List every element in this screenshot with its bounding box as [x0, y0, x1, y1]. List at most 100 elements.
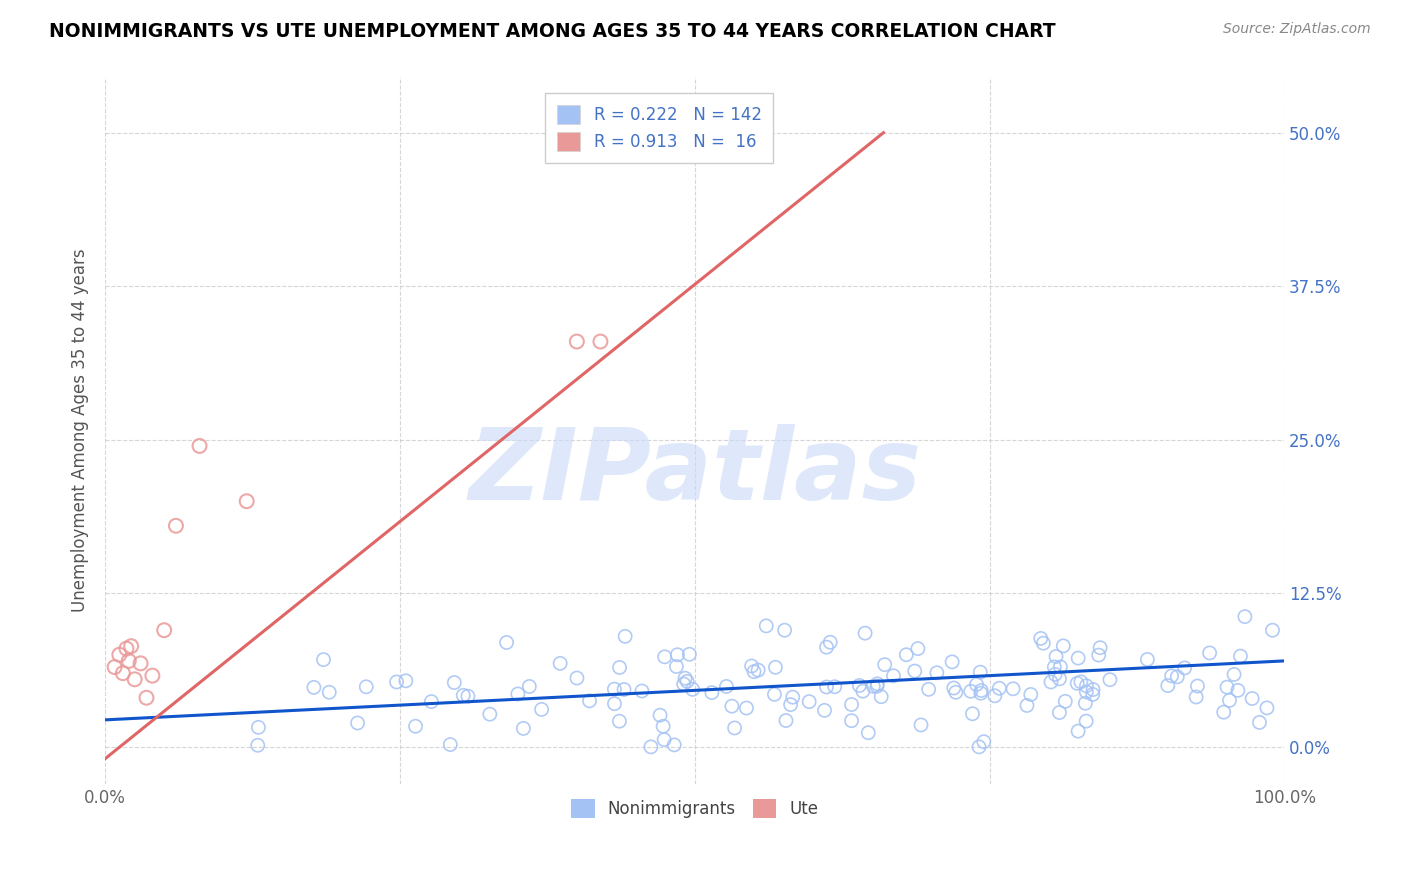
- Point: [1081, 682, 1104, 697]
- Point: [942, 681, 965, 695]
- Point: [818, 635, 841, 649]
- Point: [666, 648, 689, 662]
- Point: [1076, 714, 1098, 728]
- Point: [1223, 667, 1246, 681]
- Point: [1087, 648, 1109, 662]
- Point: [640, 739, 662, 754]
- Point: [969, 665, 991, 680]
- Point: [120, 639, 142, 653]
- Point: [1067, 651, 1090, 665]
- Point: [614, 629, 637, 643]
- Point: [346, 716, 368, 731]
- Point: [1049, 660, 1071, 674]
- Point: [1002, 681, 1025, 696]
- Point: [782, 690, 804, 705]
- Point: [852, 684, 875, 698]
- Point: [896, 648, 918, 662]
- Point: [988, 681, 1011, 696]
- Point: [1098, 673, 1121, 687]
- Point: [824, 680, 846, 694]
- Point: [648, 708, 671, 723]
- Point: [495, 635, 517, 649]
- Point: [716, 680, 738, 694]
- Point: [530, 702, 553, 716]
- Point: [962, 706, 984, 721]
- Point: [153, 623, 176, 637]
- Point: [970, 686, 993, 700]
- Point: [1166, 670, 1188, 684]
- Text: Source: ZipAtlas.com: Source: ZipAtlas.com: [1223, 22, 1371, 37]
- Point: [395, 673, 418, 688]
- Point: [1049, 706, 1071, 720]
- Point: [723, 721, 745, 735]
- Point: [866, 679, 889, 693]
- Point: [517, 680, 540, 694]
- Point: [735, 701, 758, 715]
- Point: [841, 698, 863, 712]
- Point: [945, 685, 967, 699]
- Point: [853, 626, 876, 640]
- Point: [700, 685, 723, 699]
- Point: [775, 714, 797, 728]
- Point: [973, 735, 995, 749]
- Point: [1081, 688, 1104, 702]
- Point: [613, 682, 636, 697]
- Point: [302, 681, 325, 695]
- Point: [907, 641, 929, 656]
- Point: [917, 682, 939, 697]
- Point: [1054, 694, 1077, 708]
- Point: [652, 719, 675, 733]
- Point: [763, 687, 786, 701]
- Point: [104, 660, 127, 674]
- Point: [652, 732, 675, 747]
- Point: [1198, 646, 1220, 660]
- Point: [1019, 688, 1042, 702]
- Point: [882, 669, 904, 683]
- Point: [609, 714, 631, 729]
- Point: [1174, 661, 1197, 675]
- Point: [676, 674, 699, 689]
- Point: [1052, 639, 1074, 653]
- Point: [1212, 705, 1234, 719]
- Point: [135, 690, 157, 705]
- Point: [866, 677, 889, 691]
- Point: [773, 623, 796, 637]
- Point: [1241, 691, 1264, 706]
- Point: [312, 652, 335, 666]
- Point: [141, 668, 163, 682]
- Point: [984, 689, 1007, 703]
- Point: [565, 671, 588, 685]
- Point: [678, 647, 700, 661]
- Point: [755, 619, 778, 633]
- Point: [673, 671, 696, 685]
- Point: [631, 684, 654, 698]
- Point: [870, 690, 893, 704]
- Point: [578, 694, 600, 708]
- Point: [478, 707, 501, 722]
- Point: [1076, 679, 1098, 693]
- Point: [1043, 660, 1066, 674]
- Point: [512, 722, 534, 736]
- Point: [1185, 690, 1208, 704]
- Point: [1136, 652, 1159, 666]
- Point: [1074, 696, 1097, 710]
- Point: [603, 682, 626, 697]
- Point: [108, 648, 131, 662]
- Point: [354, 680, 377, 694]
- Point: [124, 673, 146, 687]
- Point: [858, 725, 880, 739]
- Point: [1261, 623, 1284, 637]
- Point: [873, 657, 896, 672]
- Legend: Nonimmigrants, Ute: Nonimmigrants, Ute: [565, 792, 825, 825]
- Point: [1160, 669, 1182, 683]
- Point: [603, 697, 626, 711]
- Point: [813, 703, 835, 717]
- Point: [1043, 667, 1066, 681]
- Y-axis label: Unemployment Among Ages 35 to 44 years: Unemployment Among Ages 35 to 44 years: [72, 249, 89, 613]
- Point: [925, 665, 948, 680]
- Point: [457, 690, 479, 704]
- Point: [654, 649, 676, 664]
- Point: [1049, 672, 1071, 686]
- Point: [1032, 636, 1054, 650]
- Point: [1216, 680, 1239, 694]
